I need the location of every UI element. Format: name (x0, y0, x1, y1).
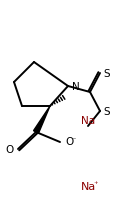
Text: O: O (65, 136, 73, 146)
Text: O: O (6, 144, 14, 154)
Polygon shape (34, 106, 50, 134)
Text: ⁻: ⁻ (71, 135, 75, 144)
Text: S: S (104, 69, 110, 79)
Text: ⁺: ⁺ (94, 180, 98, 188)
Text: S: S (104, 106, 110, 116)
Text: Na: Na (81, 115, 95, 125)
Text: Na: Na (80, 181, 96, 191)
Text: N: N (72, 82, 80, 92)
